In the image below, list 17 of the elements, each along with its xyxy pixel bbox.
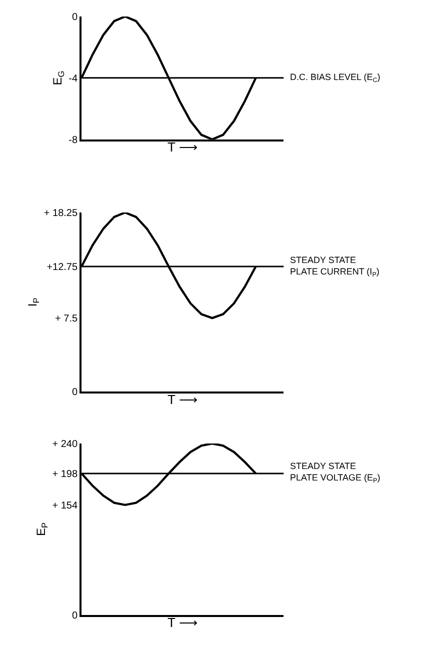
y-tick-label: + 198 — [52, 468, 78, 480]
y-tick-label: + 154 — [52, 500, 78, 512]
x-axis-title: T ⟶ — [167, 140, 198, 154]
y-tick-label: -8 — [68, 134, 78, 146]
y-tick-label: + 240 — [52, 438, 78, 450]
ref-line-label: STEADY STATE PLATE VOLTAGE (E$_{P}$) — [290, 461, 380, 485]
ref-line-label: STEADY STATE PLATE CURRENT (I$_{P}$) — [290, 255, 380, 279]
y-tick-label: -4 — [68, 73, 78, 84]
y-tick-label: + 7.5 — [55, 314, 78, 325]
y-tick-label: 0 — [72, 610, 78, 622]
y-tick-label: + 18.25 — [44, 208, 78, 220]
y-tick-label: +12.75 — [46, 262, 78, 274]
x-axis-title: T ⟶ — [167, 392, 198, 407]
y-tick-label: 0 — [72, 387, 78, 398]
ref-line-label: D.C. BIAS LEVEL (E$_{C}$) — [290, 72, 380, 84]
y-tick-label: 0 — [72, 12, 78, 23]
x-axis-title: T ⟶ — [167, 615, 198, 630]
